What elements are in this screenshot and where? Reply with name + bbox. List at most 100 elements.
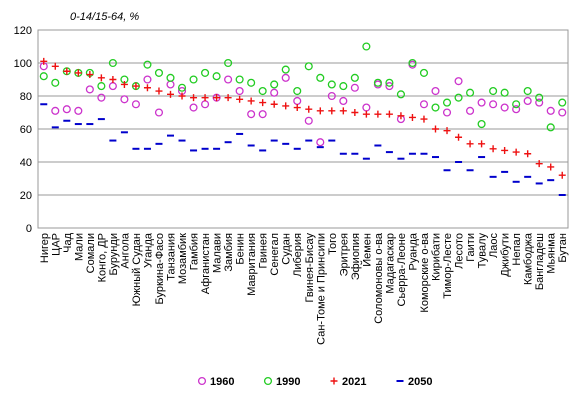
point-1960 <box>304 116 313 125</box>
point-1960 <box>558 108 567 117</box>
legend-item-1960: 1960 <box>197 376 234 388</box>
series-2050 <box>40 103 566 196</box>
point-1960 <box>327 91 336 101</box>
x-tick-label: Того <box>327 233 339 255</box>
point-2021 <box>374 110 382 118</box>
x-tick-label: Нигер <box>39 233 51 263</box>
legend: 1960 1990 2021 2050 <box>197 376 432 388</box>
point-2021 <box>109 76 117 83</box>
point-2021 <box>397 112 405 120</box>
point-2021 <box>190 94 198 102</box>
point-1990 <box>293 87 302 96</box>
point-2021 <box>155 87 163 95</box>
point-1960 <box>74 106 83 115</box>
point-2021 <box>362 110 370 118</box>
point-1990 <box>535 93 544 102</box>
point-1960 <box>166 80 175 89</box>
point-1960 <box>281 73 290 82</box>
point-1960 <box>500 103 509 112</box>
point-1960 <box>131 100 140 109</box>
point-1960 <box>143 75 152 84</box>
x-tick-label: Тимор-Лесте <box>442 233 454 299</box>
legend-item-2050: 2050 <box>396 376 432 388</box>
legend-item-2021: 2021 <box>330 376 366 388</box>
point-1990 <box>546 123 555 132</box>
x-tick-label: Непал <box>511 233 523 266</box>
point-1990 <box>512 100 521 109</box>
point-1990 <box>154 68 164 77</box>
point-1960 <box>108 82 117 91</box>
point-1990 <box>558 98 567 107</box>
point-2021 <box>512 148 520 156</box>
x-tick-label: Южный Судан <box>131 233 143 306</box>
point-1960 <box>512 105 521 114</box>
x-tick-label: Сан-Томе и Принсипи <box>315 233 327 345</box>
x-tick-label: Сомали <box>85 233 97 273</box>
point-1990 <box>281 65 290 74</box>
x-tick-label: Гаити <box>465 233 477 262</box>
point-1960 <box>293 96 302 105</box>
x-tick-label: Эфиопия <box>350 233 362 280</box>
point-2021 <box>167 90 174 98</box>
point-1990 <box>201 68 210 77</box>
point-1990 <box>373 78 382 87</box>
x-tick-label: Гвинея <box>258 233 270 269</box>
point-2021 <box>524 150 532 158</box>
point-2021 <box>247 97 255 105</box>
point-1960 <box>201 100 210 109</box>
point-1960 <box>85 85 94 94</box>
y-tick-label: 40 <box>20 157 32 169</box>
point-2021 <box>432 125 439 133</box>
point-2021 <box>547 163 555 171</box>
point-1960 <box>258 110 267 119</box>
x-tick-label: Ангола <box>119 232 131 268</box>
point-2021 <box>74 69 82 77</box>
y-tick-label: 80 <box>20 91 32 103</box>
point-1960 <box>339 96 348 105</box>
point-1960 <box>189 103 198 112</box>
point-2021 <box>213 94 221 102</box>
point-2021 <box>443 127 451 135</box>
point-1990 <box>177 83 187 92</box>
point-2021 <box>489 145 497 153</box>
x-tick-label: Гамбия <box>189 233 201 270</box>
point-2021 <box>293 104 301 112</box>
point-1960 <box>154 108 164 117</box>
point-1990 <box>385 78 394 87</box>
x-tick-label: Тувалу <box>477 233 489 269</box>
point-2021 <box>178 92 186 100</box>
point-2021 <box>305 105 313 113</box>
point-1960 <box>431 87 440 96</box>
x-tick-label: Мали <box>73 233 85 261</box>
point-1990 <box>339 82 348 91</box>
point-2021 <box>339 107 347 115</box>
x-tick-label: Бангладеш <box>534 233 546 290</box>
point-1960 <box>235 87 244 96</box>
x-tick-label: Малави <box>212 233 224 273</box>
legend-marker <box>263 376 273 386</box>
point-2021 <box>420 115 428 123</box>
point-1960 <box>51 106 60 115</box>
x-tick-label: Лаос <box>488 233 500 258</box>
point-2021 <box>328 107 336 115</box>
point-1990 <box>350 73 359 82</box>
y-axis: 0 20 40 60 80 100 120 <box>14 25 32 235</box>
point-2021 <box>466 140 474 148</box>
grid <box>37 29 569 229</box>
point-2021 <box>40 57 48 65</box>
chart-title: 0-14/15-64, % <box>70 11 139 23</box>
point-1960 <box>247 110 256 119</box>
point-1960 <box>385 82 394 91</box>
point-1990 <box>166 73 175 82</box>
point-1960 <box>546 106 555 115</box>
x-tick-label: Конго, ДР <box>96 233 108 282</box>
point-1960 <box>523 96 532 105</box>
x-tick-label: Мьянма <box>546 232 558 273</box>
point-2021 <box>385 110 393 118</box>
point-1990 <box>108 58 117 68</box>
y-tick-label: 60 <box>20 124 32 136</box>
x-tick-label: Бурунди <box>108 233 120 276</box>
x-tick-label: Замбия <box>223 233 235 272</box>
x-tick-label: Бутан <box>557 233 569 263</box>
